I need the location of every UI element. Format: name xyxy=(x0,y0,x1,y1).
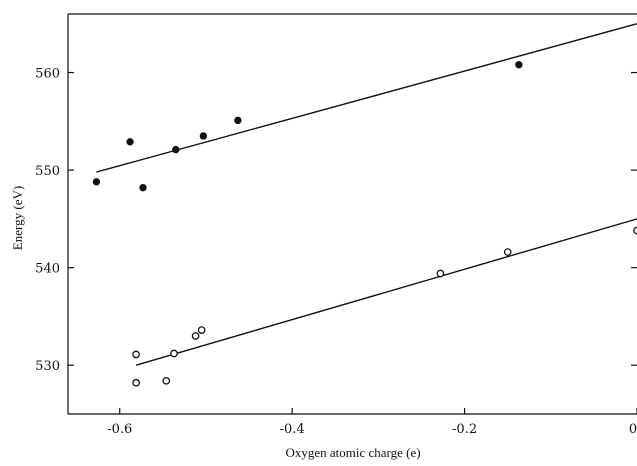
filled-data-point xyxy=(140,184,146,190)
y-tick-label: 530 xyxy=(35,359,60,374)
filled-data-point xyxy=(235,117,241,123)
filled-data-point xyxy=(173,146,179,152)
fit-lines xyxy=(96,24,637,365)
x-tick-label: -0.6 xyxy=(107,422,132,437)
x-axis-ticks: -0.6 -0.4 -0.2 0 xyxy=(107,408,637,437)
open-data-point xyxy=(504,249,510,255)
open-data-point xyxy=(437,270,443,276)
filled-data-point xyxy=(516,62,522,68)
filled-data-point xyxy=(200,133,206,139)
open-data-point xyxy=(192,333,198,339)
y-axis-ticks: 530 540 550 560 xyxy=(35,67,637,375)
filled-data-point xyxy=(127,139,133,145)
x-tick-label: 0 xyxy=(629,422,637,437)
filled-data-point xyxy=(93,179,99,185)
open-data-point xyxy=(133,380,139,386)
y-tick-label: 560 xyxy=(35,67,60,82)
open-data-point xyxy=(163,378,169,384)
x-axis-label: Oxygen atomic charge (e) xyxy=(285,445,420,460)
fit-line-series-2 xyxy=(136,219,637,365)
open-data-point xyxy=(133,351,139,357)
plot-frame xyxy=(68,14,637,414)
open-data-point xyxy=(171,350,177,356)
x-tick-label: -0.2 xyxy=(452,422,477,437)
open-data-point xyxy=(198,327,204,333)
y-tick-label: 550 xyxy=(35,164,60,179)
data-points xyxy=(93,62,637,386)
y-axis-label: Energy (eV) xyxy=(10,186,25,250)
y-tick-label: 540 xyxy=(35,262,60,277)
x-tick-label: -0.4 xyxy=(280,422,305,437)
